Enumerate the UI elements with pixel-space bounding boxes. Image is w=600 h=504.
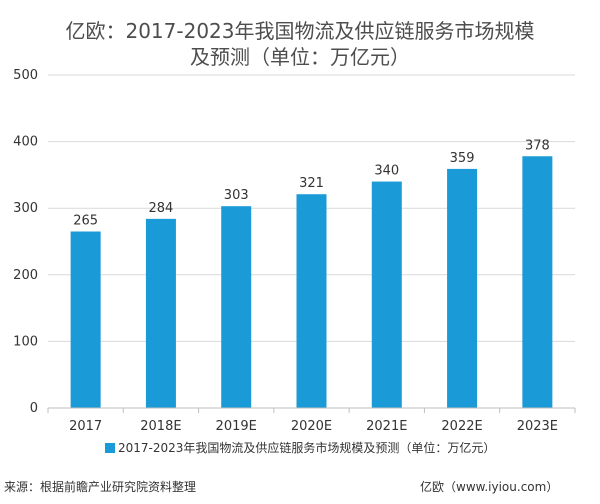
x-tick-label: 2017 xyxy=(69,419,102,434)
data-label: 321 xyxy=(299,176,324,191)
bar xyxy=(70,231,101,408)
y-axis: 0 100 200 300 400 500 xyxy=(13,68,38,416)
data-label: 265 xyxy=(73,214,98,229)
bar xyxy=(296,194,327,408)
y-tick-label: 400 xyxy=(13,135,38,150)
data-label: 303 xyxy=(224,188,249,203)
chart-title-line2: 及预测（单位：万亿元） xyxy=(190,45,410,69)
bar xyxy=(522,156,553,408)
y-tick-label: 300 xyxy=(13,201,38,216)
legend-swatch xyxy=(105,443,115,453)
y-tick-label: 0 xyxy=(30,401,38,416)
x-tick-label: 2021E xyxy=(366,419,407,434)
data-label: 284 xyxy=(149,201,174,216)
y-tick-label: 100 xyxy=(13,334,38,349)
chart-title-line1: 亿欧：2017-2023年我国物流及供应链服务市场规模 xyxy=(65,19,534,43)
y-tick-label: 200 xyxy=(13,268,38,283)
bars xyxy=(70,156,553,408)
bar xyxy=(221,206,252,408)
bar xyxy=(145,218,176,408)
x-tick-label: 2023E xyxy=(517,419,558,434)
x-tick-label: 2019E xyxy=(216,419,257,434)
data-label: 359 xyxy=(450,151,475,166)
data-label: 340 xyxy=(374,164,399,179)
data-labels: 265 284 303 321 340 359 378 xyxy=(73,138,550,228)
bar xyxy=(447,168,478,408)
x-tick-label: 2018E xyxy=(140,419,181,434)
x-tick-label: 2022E xyxy=(441,419,482,434)
x-tick-label: 2020E xyxy=(291,419,332,434)
legend-label: 2017-2023年我国物流及供应链服务市场规模及预测（单位：万亿元） xyxy=(118,440,495,455)
legend: 2017-2023年我国物流及供应链服务市场规模及预测（单位：万亿元） xyxy=(105,440,495,455)
y-tick-label: 500 xyxy=(13,68,38,83)
bar xyxy=(371,181,402,408)
data-label: 378 xyxy=(525,138,550,153)
brand-note: 亿欧（www.iyiou.com） xyxy=(420,479,558,494)
x-axis: 2017 2018E 2019E 2020E 2021E 2022E 2023E xyxy=(47,407,576,434)
source-note: 来源：根据前瞻产业研究院资料整理 xyxy=(4,479,196,494)
